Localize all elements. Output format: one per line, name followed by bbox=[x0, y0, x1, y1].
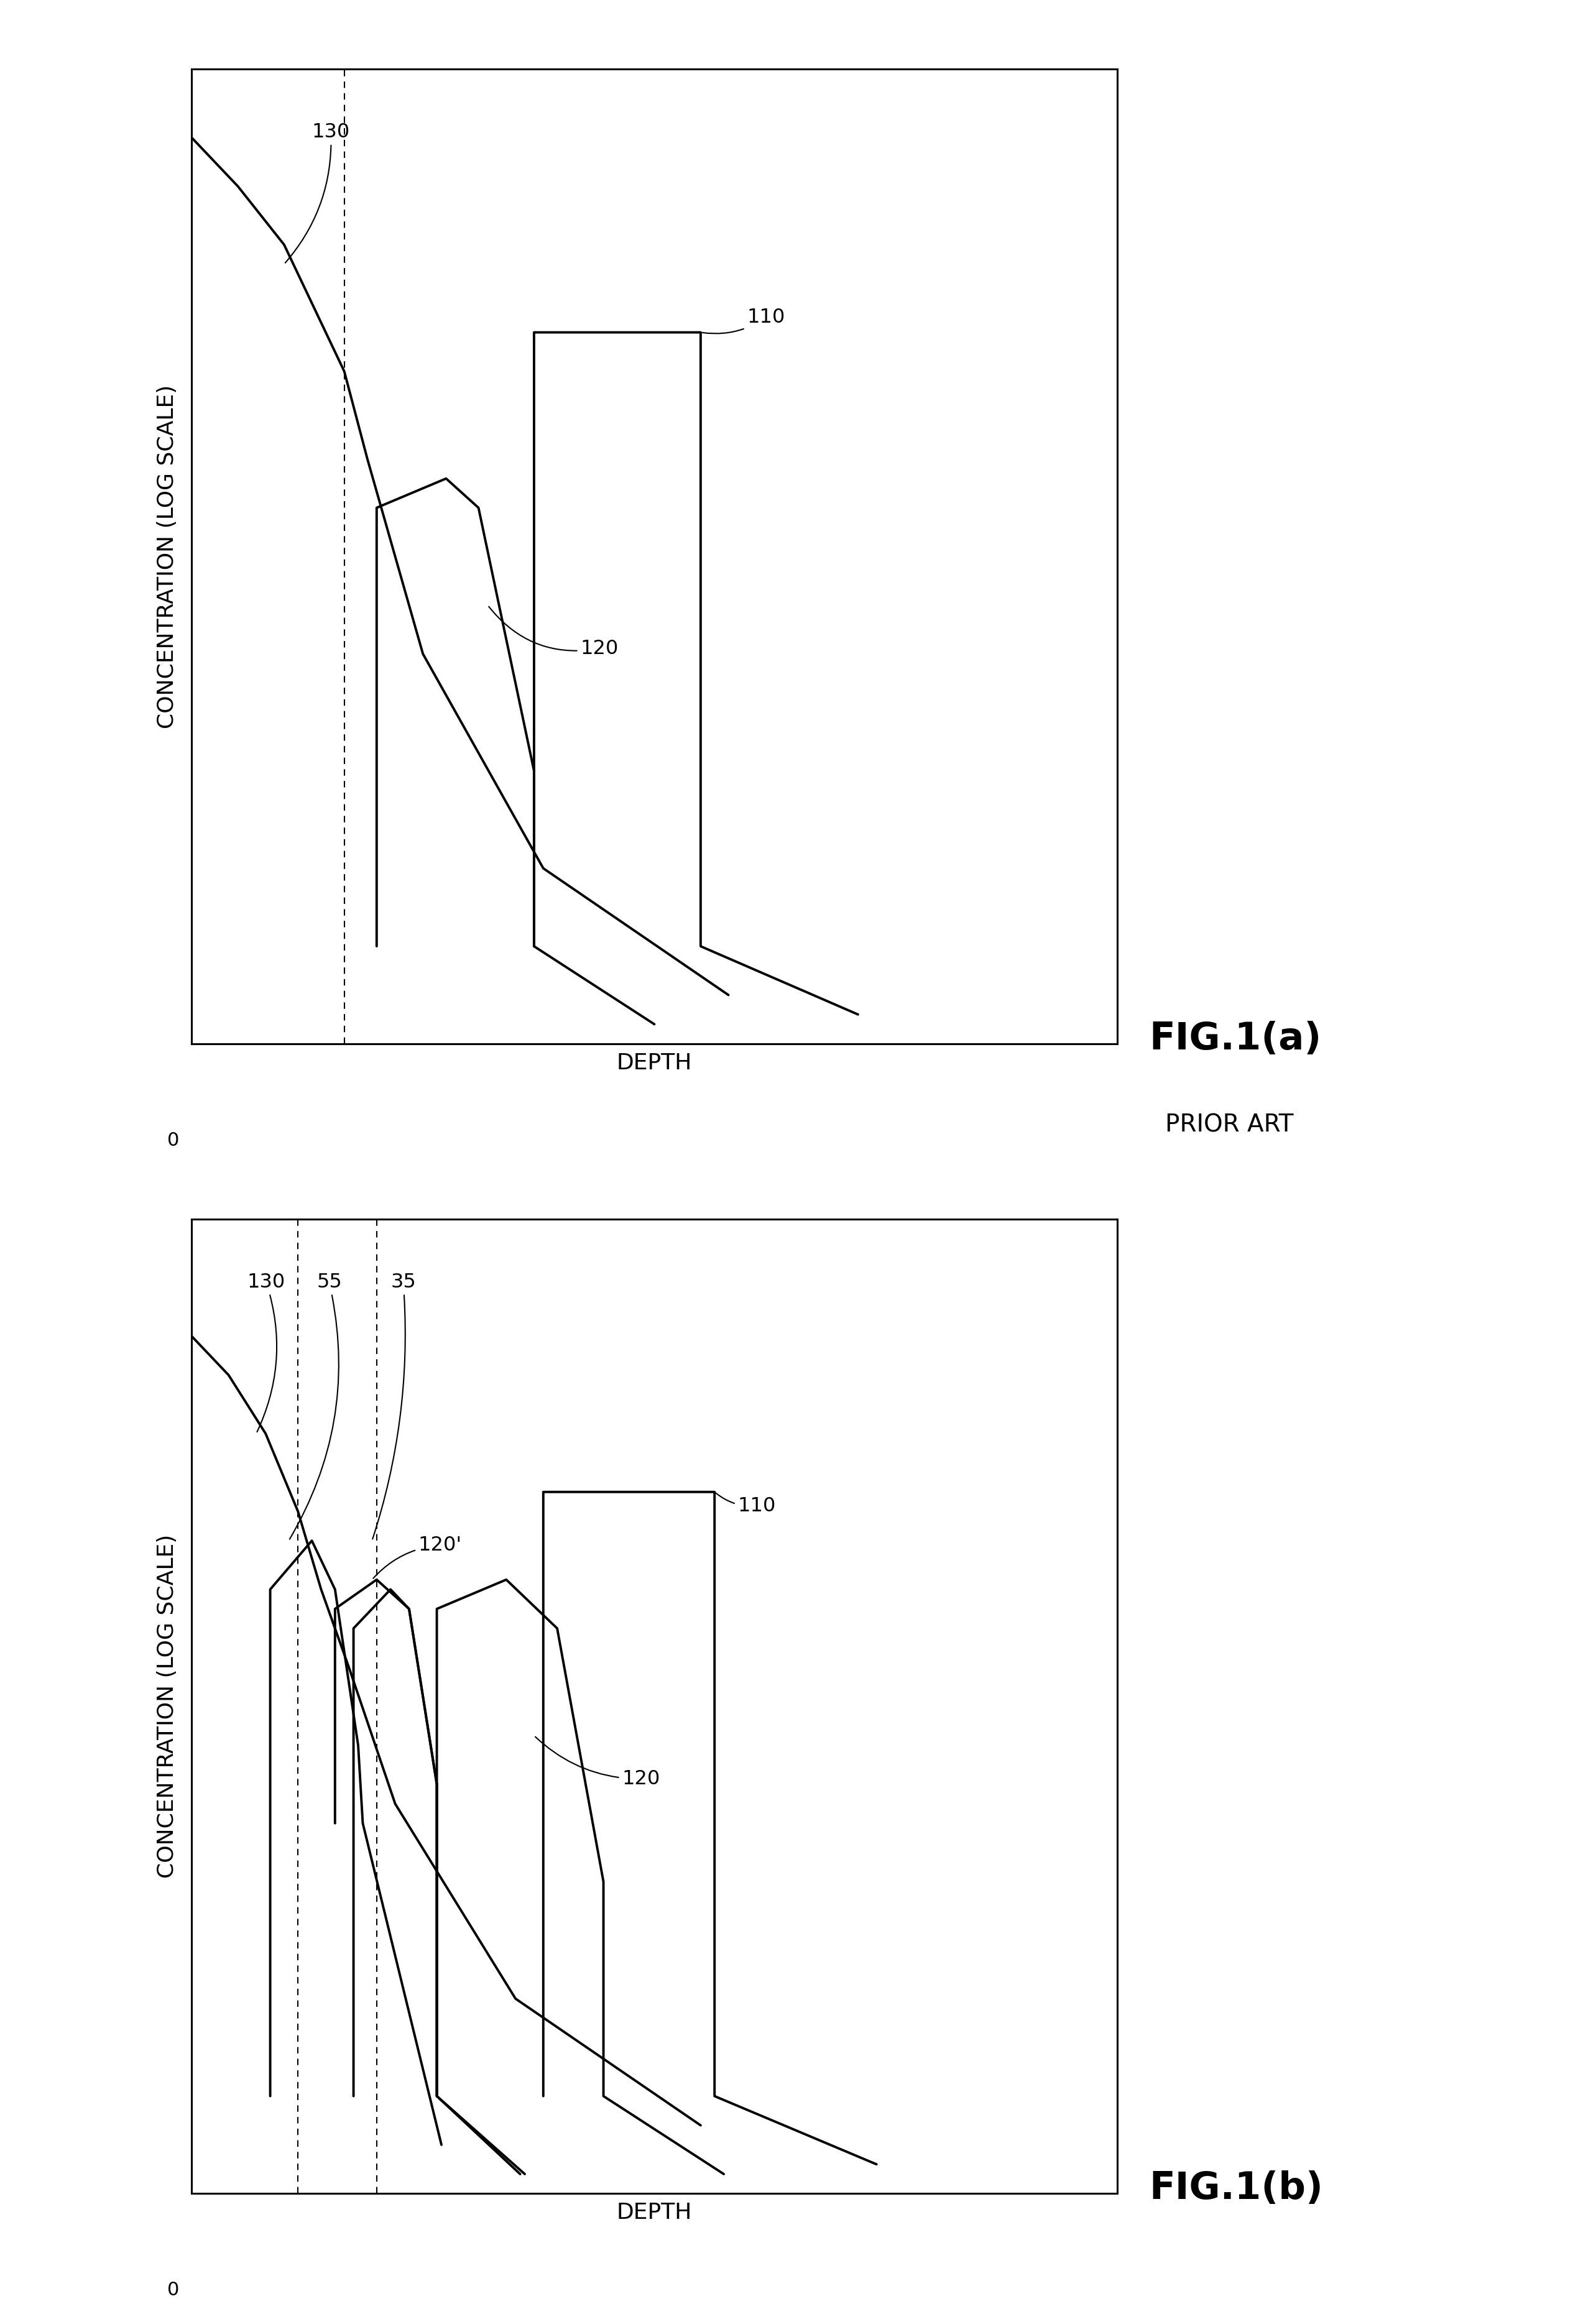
Y-axis label: CONCENTRATION (LOG SCALE): CONCENTRATION (LOG SCALE) bbox=[156, 1535, 177, 1877]
Text: FIG.1(b): FIG.1(b) bbox=[1149, 2170, 1323, 2207]
Text: 120': 120' bbox=[373, 1535, 461, 1579]
Text: 0: 0 bbox=[168, 1131, 179, 1150]
Text: FIG.1(a): FIG.1(a) bbox=[1149, 1021, 1321, 1058]
Text: 130: 130 bbox=[286, 122, 350, 263]
Text: 110: 110 bbox=[702, 307, 785, 332]
X-axis label: DEPTH: DEPTH bbox=[616, 2203, 693, 2224]
X-axis label: DEPTH: DEPTH bbox=[616, 1053, 693, 1074]
Text: 110: 110 bbox=[717, 1494, 776, 1515]
Text: 35: 35 bbox=[372, 1272, 417, 1540]
Text: 130: 130 bbox=[247, 1272, 286, 1432]
Y-axis label: CONCENTRATION (LOG SCALE): CONCENTRATION (LOG SCALE) bbox=[156, 386, 177, 727]
Text: 120: 120 bbox=[535, 1736, 661, 1789]
Text: 120: 120 bbox=[488, 607, 619, 658]
Text: 0: 0 bbox=[168, 2281, 179, 2300]
Text: 55: 55 bbox=[289, 1272, 342, 1540]
Text: PRIOR ART: PRIOR ART bbox=[1165, 1113, 1293, 1136]
